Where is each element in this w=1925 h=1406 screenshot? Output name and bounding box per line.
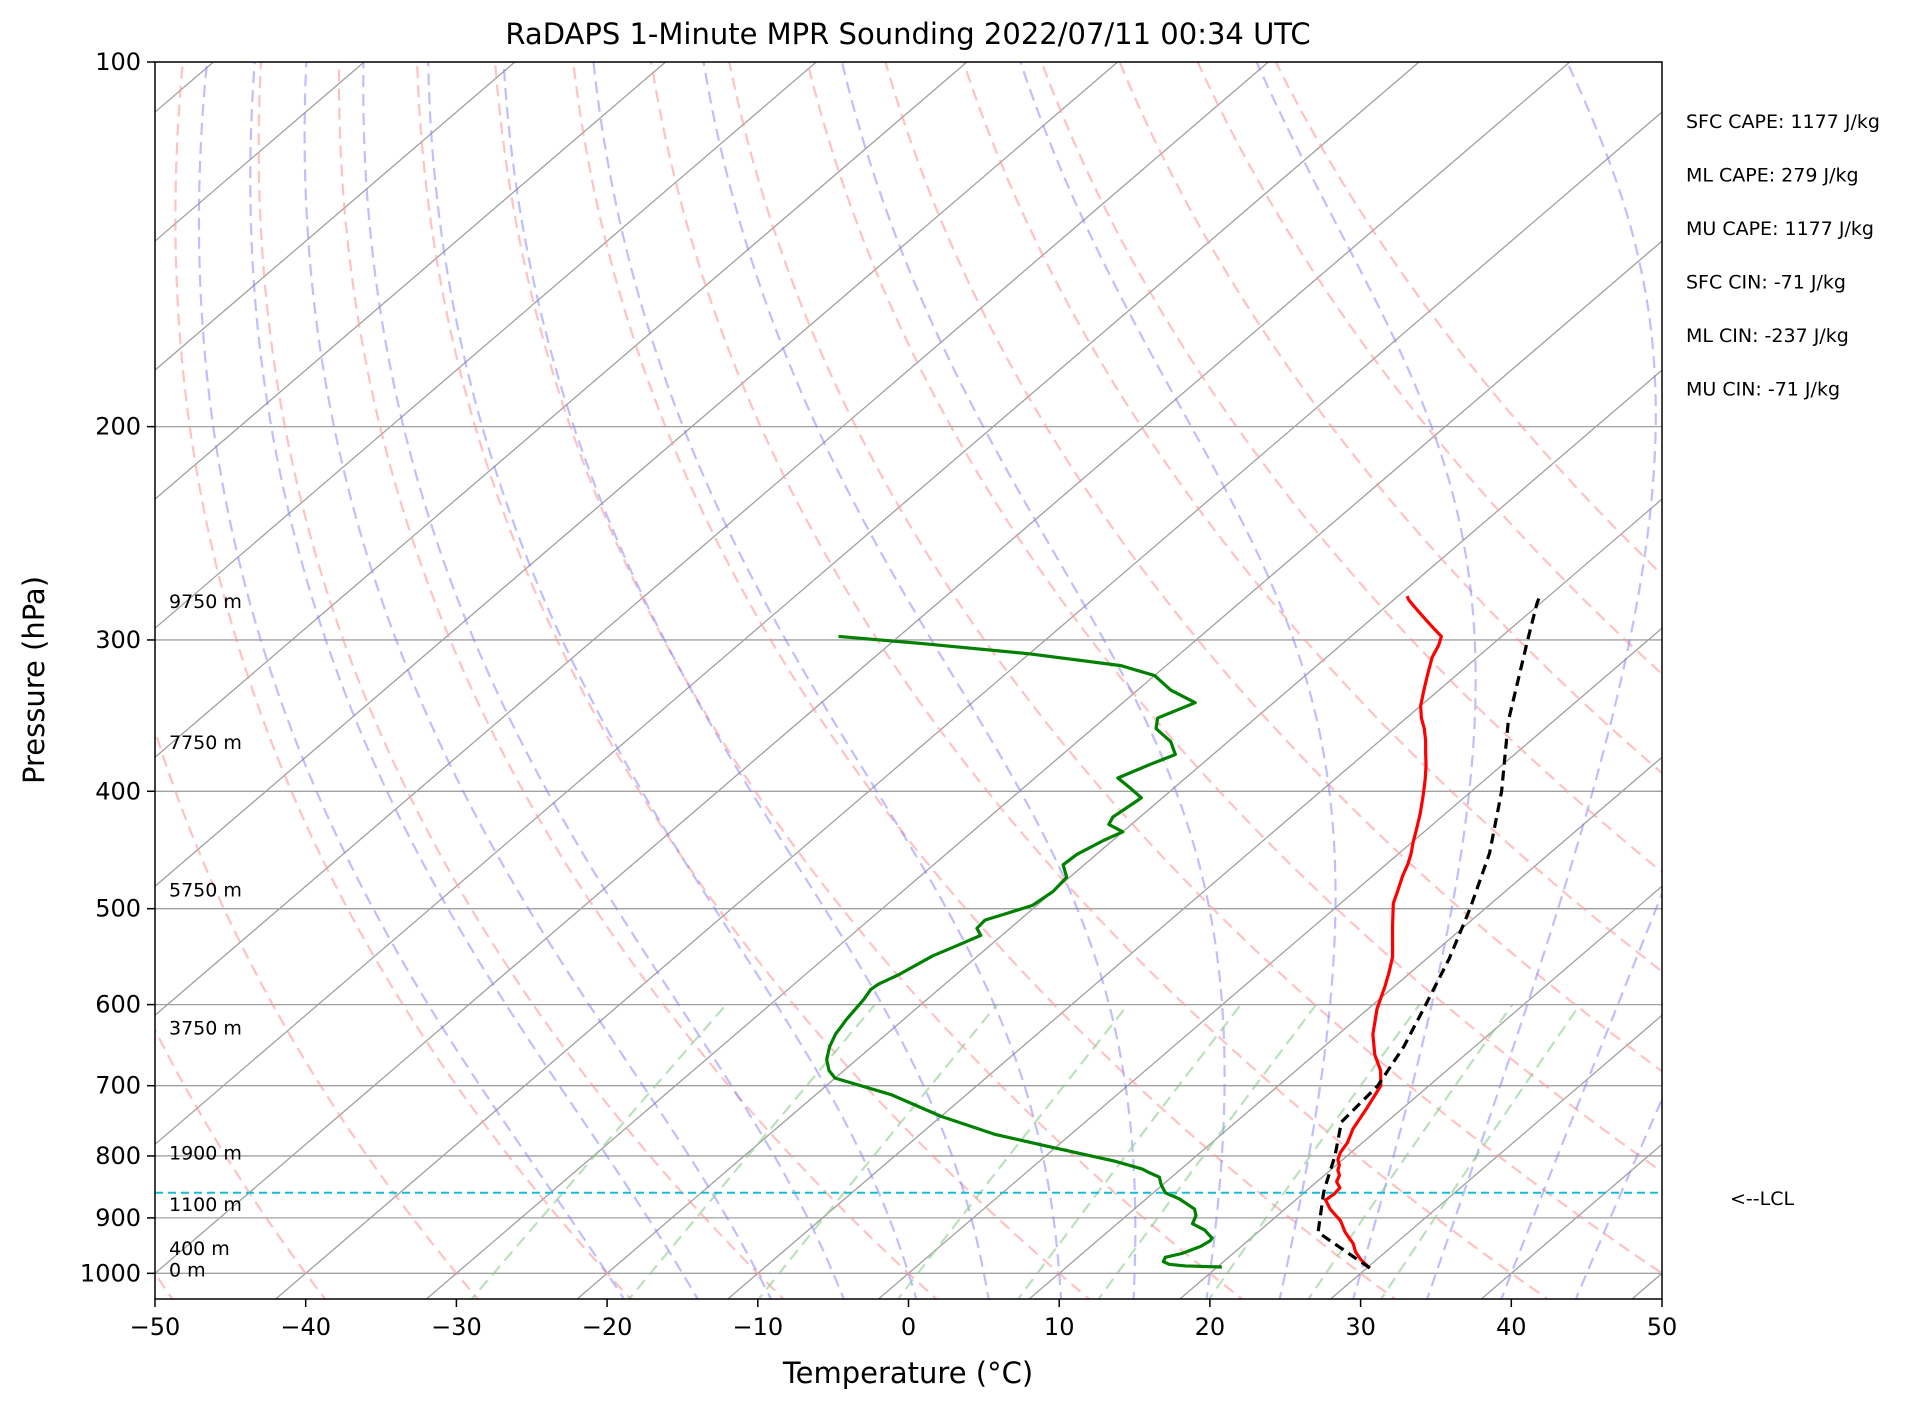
isotherm-line — [155, 62, 667, 500]
moist-adiabat-line — [197, 62, 626, 1299]
x-tick-label: 40 — [1496, 1313, 1527, 1341]
y-tick-label: 1000 — [80, 1259, 141, 1287]
background-lines — [155, 62, 1662, 1299]
height-label: 400 m — [169, 1238, 230, 1260]
dry-adiabat-line — [650, 62, 1550, 1299]
dry-adiabat-line — [884, 62, 1662, 1073]
moist-adiabat-line — [1426, 62, 1657, 1299]
y-tick-label: 100 — [95, 48, 141, 76]
x-axis-ticks: −50 −40 −30 −20 −10 0 10 20 30 40 50 — [130, 1299, 1678, 1341]
x-tick-label: −40 — [280, 1313, 331, 1341]
mixing-ratio-line — [1379, 1003, 1581, 1299]
isotherm-line — [155, 62, 1270, 1017]
mixing-ratio-line — [1207, 1003, 1421, 1299]
x-tick-label: 0 — [901, 1313, 916, 1341]
x-tick-label: 50 — [1647, 1313, 1678, 1341]
isotherm-line — [576, 369, 1662, 1299]
moist-adiabat-line — [1019, 62, 1337, 1299]
dry-adiabat-line — [1118, 62, 1662, 775]
x-tick-label: 10 — [1044, 1313, 1075, 1341]
dry-adiabat-line — [257, 62, 786, 1299]
y-tick-label: 700 — [95, 1072, 141, 1100]
isotherm-line — [425, 240, 1662, 1299]
x-tick-label: −50 — [130, 1313, 181, 1341]
y-tick-label: 400 — [95, 777, 141, 805]
x-tick-label: 20 — [1195, 1313, 1226, 1341]
stability-index-label: MU CIN: -71 J/kg — [1686, 379, 1840, 401]
mixing-ratio-line — [896, 1003, 1129, 1299]
stability-index-label: SFC CAPE: 1177 J/kg — [1686, 111, 1880, 133]
isotherm-line — [1028, 756, 1662, 1299]
dry-adiabat-line — [174, 62, 633, 1299]
isotherm-line — [877, 627, 1662, 1299]
isotherm-line — [155, 62, 1421, 1146]
stability-index-label: ML CIN: -237 J/kg — [1686, 325, 1849, 347]
y-tick-label: 300 — [95, 626, 141, 654]
isotherm-line — [1178, 885, 1662, 1299]
height-label: 9750 m — [169, 591, 242, 613]
chart-title: RaDAPS 1-Minute MPR Sounding 2022/07/11 … — [505, 17, 1310, 51]
isotherm-line — [155, 62, 968, 759]
moist-adiabat-line — [427, 62, 918, 1299]
dry-adiabat-line — [415, 62, 1091, 1299]
dry-adiabat-line — [806, 62, 1662, 1174]
x-tick-label: 30 — [1345, 1313, 1376, 1341]
moist-adiabat-line — [1500, 890, 1662, 1299]
dry-adiabat-line — [962, 62, 1662, 973]
stability-indices: SFC CAPE: 1177 J/kg ML CAPE: 279 J/kg MU C… — [1686, 111, 1880, 401]
x-axis-label: Temperature (°C) — [782, 1356, 1033, 1390]
mixing-ratio-line — [470, 1003, 727, 1299]
x-tick-label: −20 — [582, 1313, 633, 1341]
x-tick-label: −30 — [431, 1313, 482, 1341]
height-label: 3750 m — [169, 1018, 242, 1040]
isotherm-line — [726, 498, 1662, 1299]
isotherm-line — [274, 111, 1662, 1299]
y-axis-ticks: 1000 900 800 700 600 500 400 300 200 100 — [80, 48, 155, 1287]
dry-adiabat-line — [494, 62, 1244, 1299]
lcl-label: <--LCL — [1730, 1188, 1794, 1210]
mixing-ratio-line — [1016, 1003, 1242, 1299]
temperature-profile — [1324, 595, 1443, 1270]
stability-index-label: MU CAPE: 1177 J/kg — [1686, 218, 1874, 240]
y-axis-label: Pressure (hPa) — [17, 576, 51, 784]
moist-adiabat-line — [502, 62, 990, 1299]
moist-adiabat-line — [592, 62, 1063, 1299]
dewpoint-profile — [825, 634, 1222, 1269]
height-label: 7750 m — [169, 732, 242, 754]
isotherm-line — [155, 62, 818, 630]
parcel-profile — [1316, 595, 1542, 1270]
y-tick-label: 500 — [95, 895, 141, 923]
y-tick-label: 800 — [95, 1142, 141, 1170]
moist-adiabat-line — [702, 62, 1137, 1299]
height-labels: 9750 m 7750 m 5750 m 3750 m 1900 m 1100 m 400 … — [169, 591, 242, 1282]
height-label: 0 m — [169, 1260, 206, 1282]
y-tick-label: 900 — [95, 1204, 141, 1232]
height-label: 5750 m — [169, 879, 242, 901]
x-tick-label: −10 — [732, 1313, 783, 1341]
dry-adiabat-line — [1040, 62, 1662, 874]
dry-adiabat-line — [155, 727, 480, 1299]
moist-adiabat-line — [249, 62, 699, 1299]
data-lines — [155, 595, 1662, 1270]
height-label: 1100 m — [169, 1194, 242, 1216]
moist-adiabat-line — [840, 62, 1226, 1299]
height-label: 1900 m — [169, 1142, 242, 1164]
dry-adiabat-line — [572, 62, 1397, 1299]
stability-index-label: ML CAPE: 279 J/kg — [1686, 165, 1859, 187]
mixing-ratio-line — [1307, 1003, 1514, 1299]
isotherm-line — [1329, 1014, 1662, 1299]
isotherm-line — [155, 62, 1571, 1275]
y-tick-label: 200 — [95, 413, 141, 441]
dry-adiabat-line — [728, 62, 1662, 1275]
dry-adiabat-line — [337, 62, 938, 1299]
y-tick-label: 600 — [95, 991, 141, 1019]
mixing-ratio-line — [1097, 1003, 1318, 1299]
moist-adiabat-line — [362, 62, 845, 1299]
moist-adiabat-line — [303, 62, 773, 1299]
isotherm-line — [155, 62, 516, 371]
mixing-ratio-line — [627, 1003, 876, 1299]
stability-index-label: SFC CIN: -71 J/kg — [1686, 272, 1846, 294]
